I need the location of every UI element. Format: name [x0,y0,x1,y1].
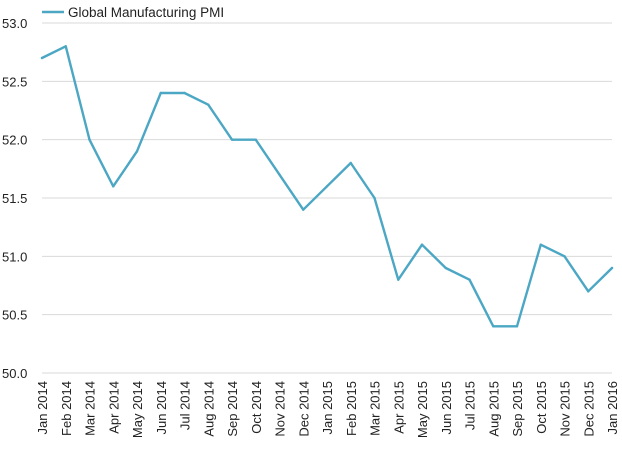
data-point [492,325,495,328]
x-tick-label: Oct 2014 [249,381,264,434]
x-tick-label: Sep 2015 [510,381,525,437]
legend: Global Manufacturing PMI [42,5,224,20]
x-tick-label: Aug 2014 [201,381,216,437]
data-point [159,91,162,95]
x-tick-label: Feb 2015 [344,381,359,436]
x-tick-label: Jan 2015 [320,381,335,435]
x-axis-tick-labels: Jan 2014 Feb 2014 Mar 2014 Apr 2014 May 2014… [35,381,620,438]
x-tick-label: Dec 2015 [581,381,596,437]
x-tick-label: Sep 2014 [225,381,240,437]
x-tick-label: Dec 2014 [296,381,311,437]
data-point [610,266,614,270]
data-point [278,173,281,176]
data-point [135,150,139,153]
x-tick-label: Nov 2015 [558,381,573,437]
data-point [563,255,566,258]
x-tick-label: Jan 2014 [35,381,50,435]
data-point [373,196,376,200]
x-tick-label: Jul 2014 [178,381,193,430]
data-point [468,278,471,281]
data-point [230,138,234,141]
y-tick-label: 51.0 [2,249,27,264]
x-tick-label: Jul 2015 [463,381,478,430]
data-point [88,138,91,141]
x-tick-label: Feb 2014 [59,381,74,436]
x-tick-label: Apr 2015 [391,381,406,434]
series-layer [40,45,614,328]
data-point [325,185,329,188]
data-point [420,243,424,246]
x-tick-label: Mar 2015 [368,381,383,436]
data-point [349,161,352,165]
data-point [587,290,590,293]
y-tick-label: 51.5 [2,191,27,206]
x-tick-label: Oct 2015 [534,381,549,434]
x-tick-label: Apr 2014 [106,381,121,434]
x-tick-label: May 2015 [415,381,430,438]
data-point [444,266,447,270]
y-tick-label: 50.0 [2,366,27,381]
data-point [40,56,44,60]
x-tick-label: Jan 2016 [605,381,620,435]
data-point [254,138,257,141]
data-point [302,208,305,211]
x-tick-label: Mar 2014 [83,381,98,436]
x-tick-label: Nov 2014 [273,381,288,437]
data-point [183,91,186,95]
gridlines [42,22,612,374]
data-point [112,185,115,188]
x-tick-label: Aug 2015 [486,381,501,437]
x-tick-label: Jun 2014 [154,381,169,435]
y-tick-label: 52.5 [2,74,27,89]
data-point [207,103,210,106]
data-point [397,278,400,281]
data-point [515,325,519,328]
data-point [539,243,542,246]
x-tick-label: Jun 2015 [439,381,454,435]
y-axis-tick-labels: 50.0 50.5 51.0 51.5 52.0 52.5 53.0 [2,16,27,381]
data-point [64,45,67,48]
x-tick-label: May 2014 [130,381,145,438]
y-tick-label: 50.5 [2,308,27,323]
legend-label-global-manufacturing-pmi: Global Manufacturing PMI [68,5,224,20]
y-tick-label: 53.0 [2,16,27,31]
y-tick-label: 52.0 [2,133,27,148]
